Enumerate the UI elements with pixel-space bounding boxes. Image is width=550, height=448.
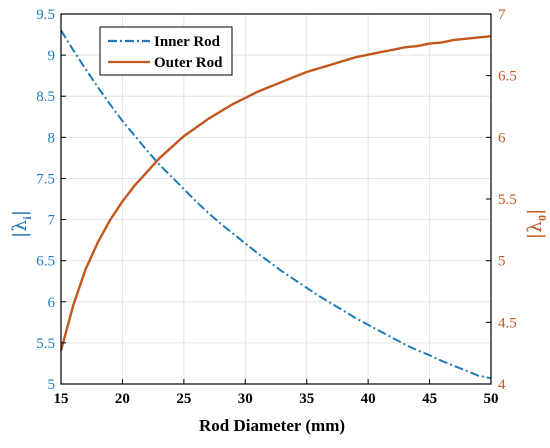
right-axis: 4 4.5 5 5.5 6 6.5 7	[486, 7, 517, 393]
y-left-tick-label: 6.5	[36, 254, 55, 270]
x-tick-label: 40	[361, 391, 376, 407]
y-left-tick-label: 7.5	[36, 171, 55, 187]
y-left-subscript: i	[20, 216, 34, 220]
series-layer	[59, 29, 492, 380]
y-axis-left-label: |λi|	[9, 210, 34, 238]
series-line-outer-rod	[59, 35, 492, 352]
x-tick-label: 45	[422, 391, 437, 407]
y-left-tick-label: 9.5	[36, 7, 55, 23]
x-axis-label: Rod Diameter (mm)	[199, 416, 345, 435]
y-right-symbol: λ	[524, 221, 546, 233]
y-right-subscript: 0	[535, 215, 549, 221]
y-right-tick-label: 6.5	[498, 69, 517, 85]
y-axis-right-label: |λ0|	[524, 209, 549, 240]
y-right-tick-label: 5.5	[498, 192, 517, 208]
x-tick-label: 25	[176, 391, 191, 407]
y-left-tick-label: 7	[48, 213, 56, 229]
legend-box	[99, 26, 233, 76]
x-axis: 15 20 25 30 35 40 45 50	[54, 379, 499, 407]
svg-text:|λ0|: |λ0|	[524, 209, 549, 240]
y-left-symbol: λ	[9, 220, 31, 232]
legend: Inner Rod Outer Rod	[99, 26, 233, 76]
y-left-tick-label: 8.5	[36, 89, 55, 105]
y-left-tick-label: 9	[48, 48, 56, 64]
y-right-tick-label: 4	[498, 377, 506, 393]
y-right-tick-label: 7	[498, 7, 506, 23]
x-tick-label: 15	[54, 391, 69, 407]
x-tick-label: 20	[115, 391, 130, 407]
left-axis: 5 5.5 6 6.5 7 7.5 8 8.5 9 9.5	[36, 7, 66, 393]
x-tick-label: 35	[299, 391, 314, 407]
y-left-tick-label: 5.5	[36, 336, 55, 352]
legend-label-outer-rod: Outer Rod	[154, 55, 223, 71]
y-right-tick-label: 4.5	[498, 315, 517, 331]
y-right-tick-label: 6	[498, 130, 506, 146]
series-line-inner-rod	[60, 29, 492, 380]
y-left-tick-label: 8	[48, 130, 56, 146]
legend-label-inner-rod: Inner Rod	[154, 34, 221, 50]
svg-text:|λi|: |λi|	[9, 210, 34, 238]
x-tick-label: 30	[238, 391, 253, 407]
x-tick-label: 50	[484, 391, 499, 407]
y-left-tick-label: 6	[48, 295, 56, 311]
y-left-tick-label: 5	[48, 377, 56, 393]
y-right-tick-label: 5	[498, 254, 506, 270]
